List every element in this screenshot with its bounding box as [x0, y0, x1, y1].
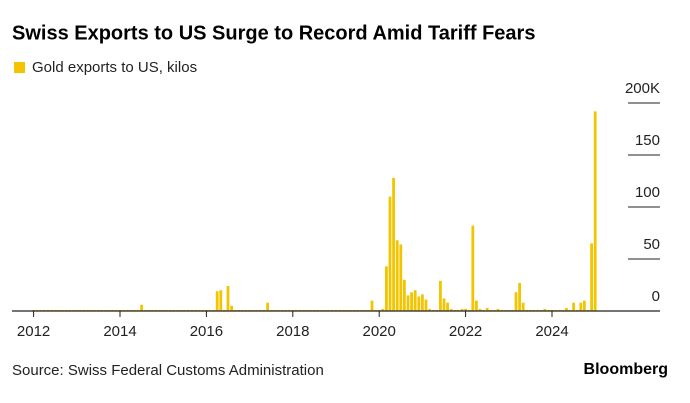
bar — [428, 308, 432, 311]
y-tick-label: 150 — [635, 132, 660, 149]
bar — [266, 302, 270, 311]
y-tick-label: 50 — [643, 236, 660, 253]
bar — [590, 243, 594, 311]
y-tick-label: 100 — [635, 184, 660, 201]
bar — [395, 240, 399, 311]
bar — [485, 307, 489, 311]
x-tick-label: 2012 — [17, 323, 50, 340]
bar — [385, 266, 388, 311]
bar — [392, 177, 395, 311]
x-tick-label: 2014 — [103, 323, 136, 340]
bar — [579, 302, 583, 311]
x-tick-label: 2022 — [449, 323, 482, 340]
brand: Bloomberg — [584, 361, 668, 378]
bar — [471, 225, 475, 311]
bar — [593, 111, 597, 311]
y-tick-label: 200K — [625, 80, 660, 97]
bar — [583, 300, 586, 311]
bar — [572, 302, 575, 311]
bar — [219, 290, 223, 311]
bar — [424, 299, 428, 311]
bar — [413, 290, 417, 311]
bar — [226, 286, 230, 311]
bar — [464, 308, 467, 311]
bar — [449, 308, 453, 311]
bar — [439, 280, 442, 311]
source: Source: Swiss Federal Customs Administra… — [12, 362, 324, 379]
bar — [521, 302, 525, 311]
bar — [460, 308, 464, 311]
bar — [417, 296, 421, 311]
bar — [370, 300, 374, 311]
legend-label: Gold exports to US, kilos — [32, 59, 197, 76]
bar — [518, 282, 521, 311]
bar — [442, 298, 446, 311]
legend-swatch — [14, 62, 25, 73]
bar — [399, 244, 403, 311]
bar — [475, 300, 478, 311]
bar — [140, 304, 143, 311]
bar — [446, 302, 449, 311]
x-tick-label: 2024 — [535, 323, 568, 340]
bar — [406, 295, 410, 311]
x-tick-label: 2016 — [190, 323, 223, 340]
bar — [478, 308, 482, 311]
bar — [410, 292, 413, 311]
x-tick-label: 2018 — [276, 323, 309, 340]
bar — [496, 308, 500, 311]
chart-title: Swiss Exports to US Surge to Record Amid… — [12, 22, 535, 44]
bar — [215, 291, 219, 311]
x-tick-label: 2020 — [363, 323, 396, 340]
bar — [564, 307, 568, 311]
bar — [514, 292, 518, 311]
bar — [230, 305, 233, 311]
bar — [421, 294, 424, 311]
bar — [381, 308, 385, 311]
bar — [388, 196, 392, 311]
bar — [543, 308, 547, 311]
y-tick-label: 0 — [652, 288, 660, 305]
bar — [402, 279, 406, 311]
